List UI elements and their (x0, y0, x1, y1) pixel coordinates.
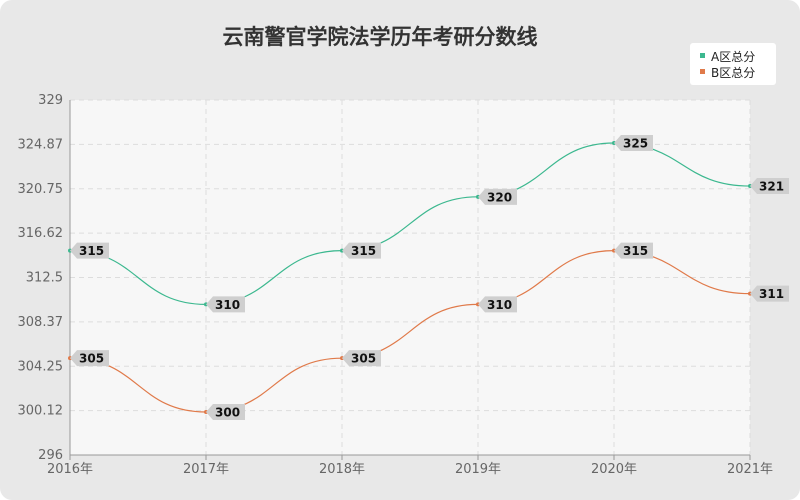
data-label: 311 (750, 285, 789, 302)
x-tick-label: 2021年 (727, 462, 773, 477)
data-label: 325 (614, 135, 653, 152)
data-label-text: 310 (215, 298, 240, 312)
data-label-text: 311 (759, 287, 784, 301)
legend-box (690, 43, 776, 85)
data-label-bg (342, 350, 381, 367)
data-label-bg (206, 296, 245, 313)
data-label: 315 (70, 242, 109, 259)
x-tick-label: 2017年 (183, 462, 229, 477)
data-label-bg (478, 188, 517, 205)
data-label-bg (614, 242, 653, 259)
data-label-text: 305 (79, 352, 104, 366)
data-label-bg (206, 403, 245, 420)
y-tick-label: 304.25 (18, 359, 64, 374)
data-label-text: 315 (351, 244, 376, 258)
data-label: 310 (206, 296, 245, 313)
data-label-text: 315 (623, 244, 648, 258)
legend-label[interactable]: A区总分 (711, 50, 755, 64)
legend-label[interactable]: B区总分 (711, 66, 755, 80)
data-label: 315 (614, 242, 653, 259)
data-label-text: 300 (215, 405, 240, 419)
legend-swatch (700, 53, 705, 58)
data-label-text: 310 (487, 298, 512, 312)
data-label-bg (70, 350, 109, 367)
data-label-text: 325 (623, 137, 648, 151)
x-tick-label: 2018年 (319, 462, 365, 477)
data-label-bg (70, 242, 109, 259)
data-label-text: 315 (79, 244, 104, 258)
y-tick-label: 296 (38, 448, 63, 463)
legend-swatch (700, 69, 705, 74)
x-tick-label: 2020年 (591, 462, 637, 477)
data-label-bg (478, 296, 517, 313)
data-label-text: 305 (351, 352, 376, 366)
data-label-text: 320 (487, 190, 512, 204)
x-tick-label: 2016年 (47, 462, 93, 477)
data-label: 300 (206, 403, 245, 420)
data-label: 305 (342, 350, 381, 367)
y-tick-label: 300.12 (18, 404, 64, 419)
y-tick-label: 316.62 (18, 226, 64, 241)
data-label: 315 (342, 242, 381, 259)
data-label-bg (342, 242, 381, 259)
x-tick-label: 2019年 (455, 462, 501, 477)
data-label: 305 (70, 350, 109, 367)
y-tick-label: 308.37 (18, 315, 64, 330)
data-label: 321 (750, 178, 789, 195)
y-tick-label: 329 (38, 93, 63, 108)
y-tick-label: 312.5 (26, 271, 63, 286)
y-tick-label: 324.87 (18, 137, 64, 152)
legend: A区总分 B区总分 (690, 43, 776, 85)
data-label-bg (750, 178, 789, 195)
plot-area (70, 100, 750, 455)
data-label-bg (614, 135, 653, 152)
data-label-bg (750, 285, 789, 302)
chart-title: 云南警官学院法学历年考研分数线 (223, 25, 538, 49)
data-label: 310 (478, 296, 517, 313)
y-tick-label: 320.75 (18, 182, 64, 197)
data-label-text: 321 (759, 180, 784, 194)
data-label: 320 (478, 188, 517, 205)
